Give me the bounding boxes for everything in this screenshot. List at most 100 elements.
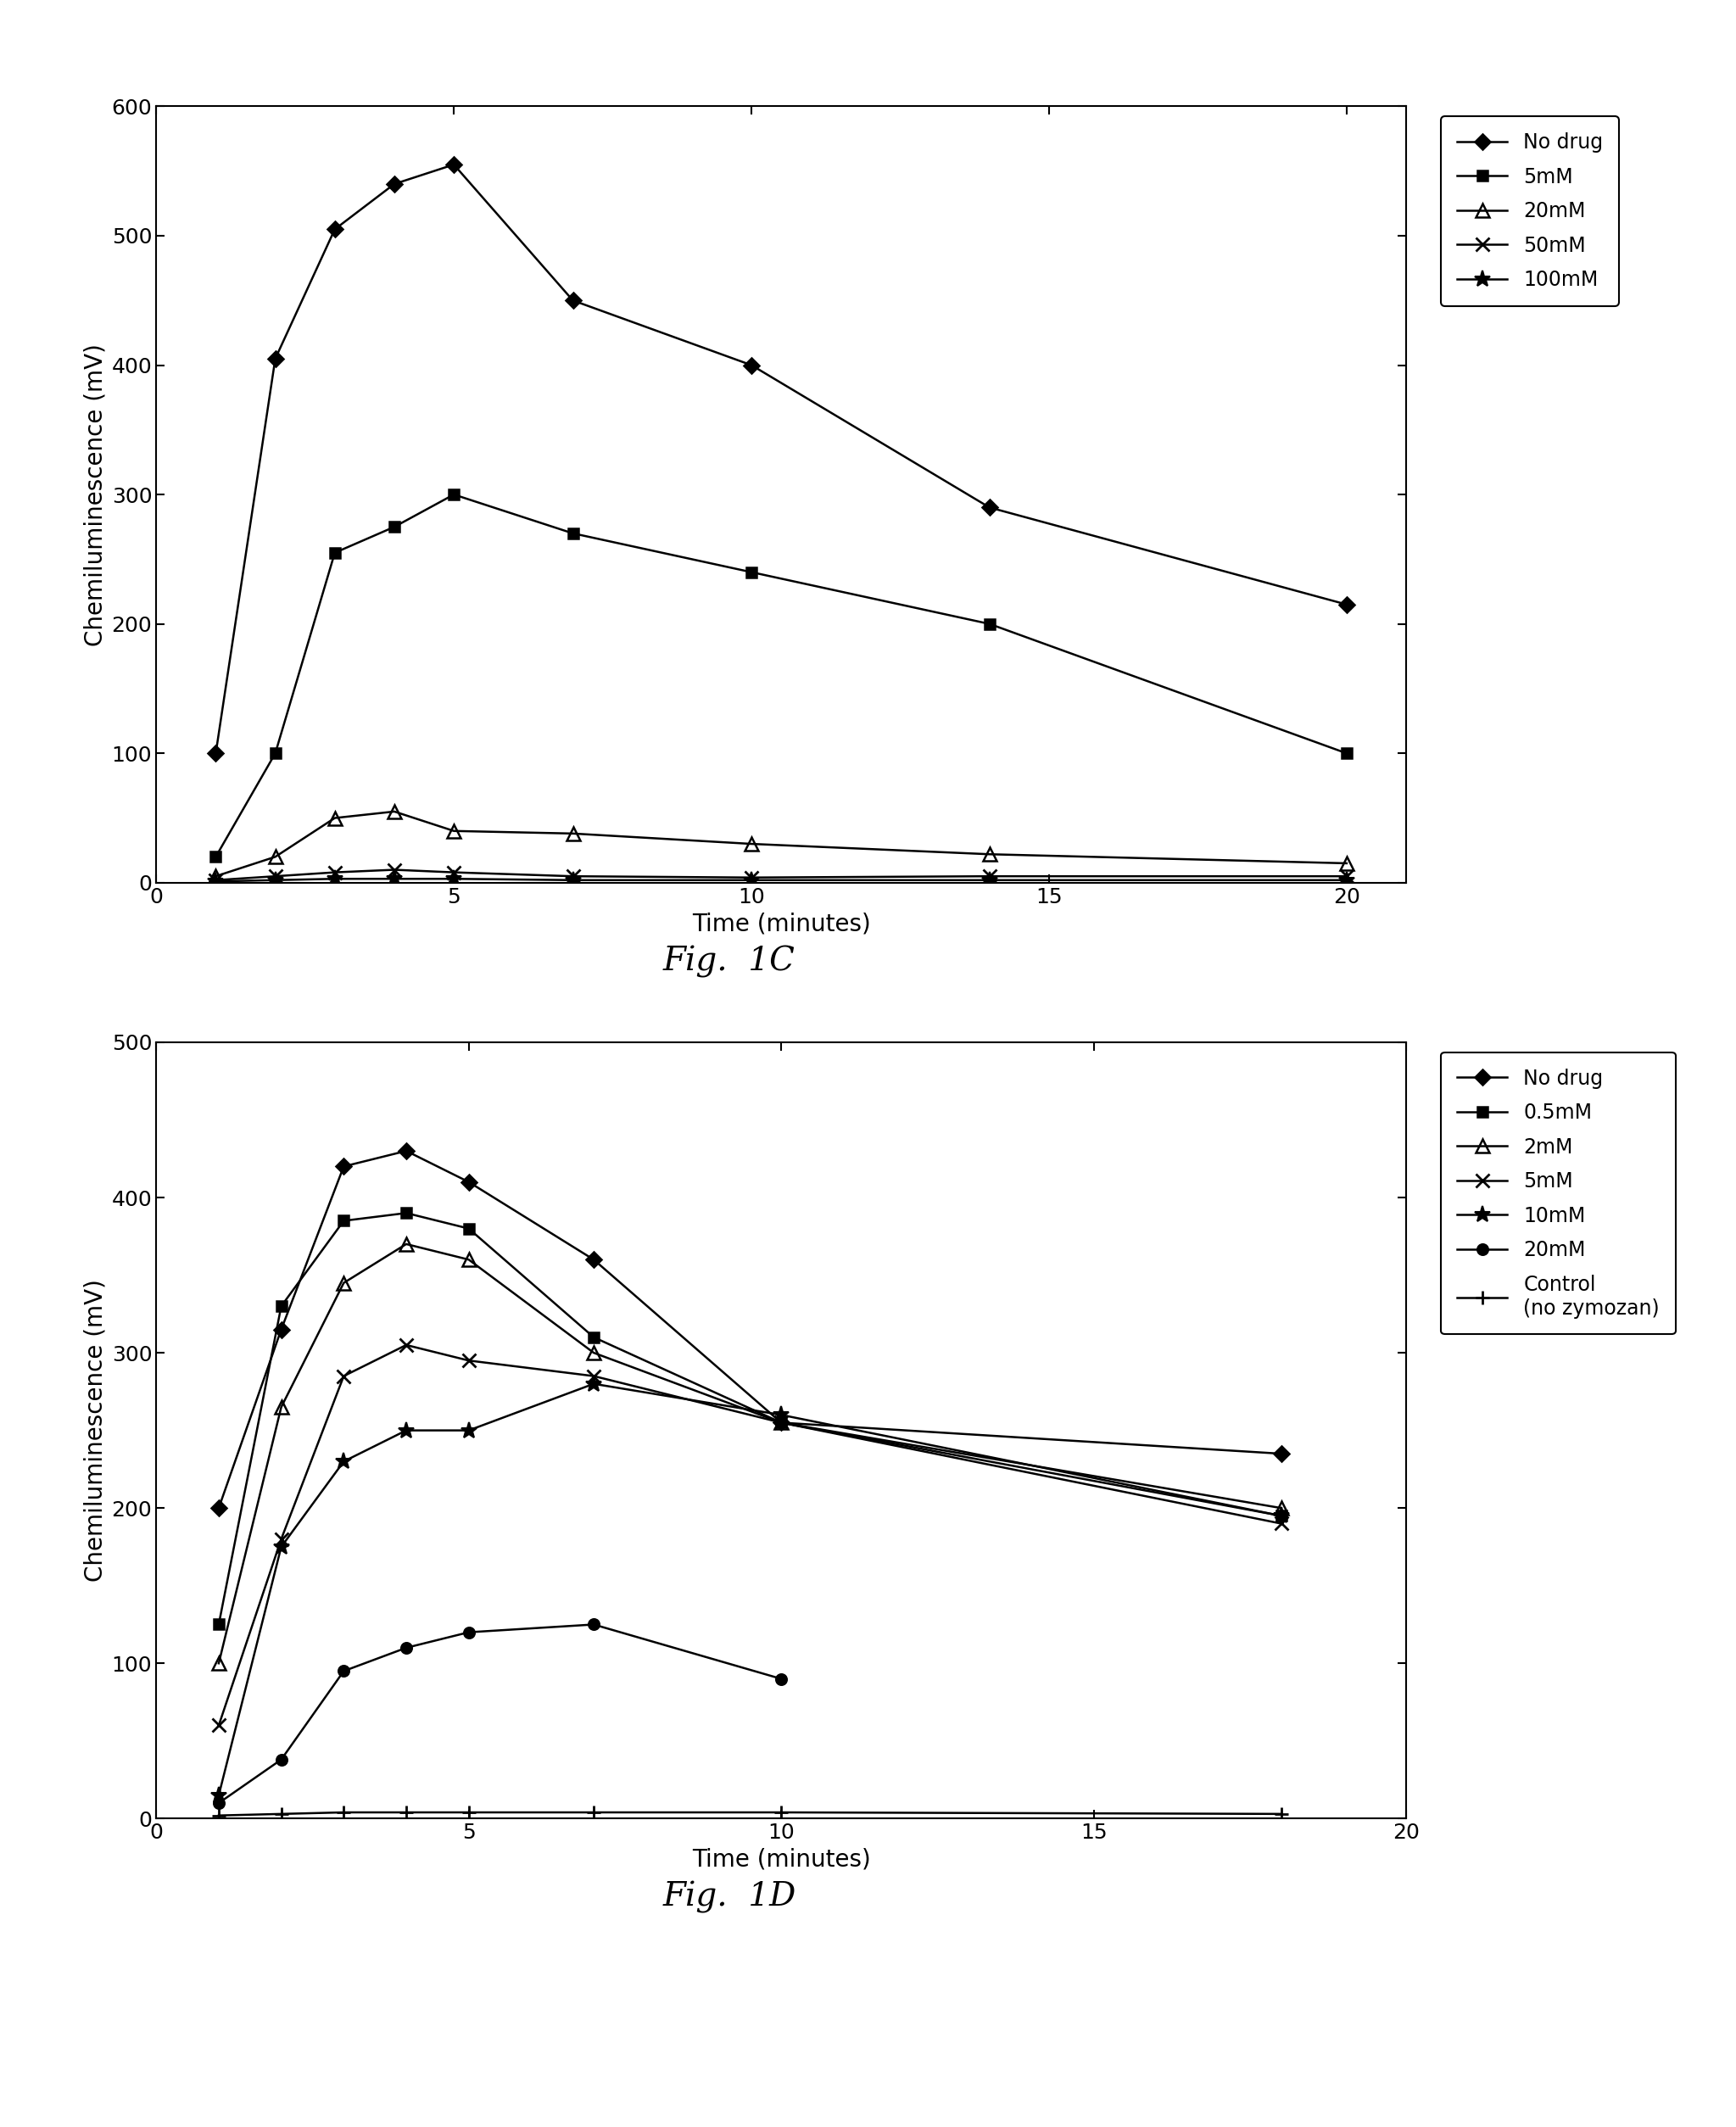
2mM (333, 1270, 354, 1295)
100mM (266, 868, 286, 893)
0.5mM (208, 1612, 229, 1638)
2mM (458, 1246, 479, 1272)
5mM (271, 1527, 292, 1553)
No drug (271, 1317, 292, 1342)
50mM (325, 859, 345, 885)
5mM (333, 1363, 354, 1389)
5mM (562, 521, 583, 547)
Y-axis label: Chemiluminescence (mV): Chemiluminescence (mV) (83, 342, 108, 647)
5mM (205, 844, 226, 870)
5mM (458, 1349, 479, 1374)
0.5mM (1271, 1504, 1292, 1529)
50mM (1337, 864, 1358, 889)
0.5mM (583, 1325, 604, 1351)
50mM (562, 864, 583, 889)
Line: 100mM: 100mM (208, 870, 1354, 889)
5mM (1337, 740, 1358, 766)
5mM (771, 1410, 792, 1436)
Control
(no zymozan) (271, 1802, 292, 1827)
Line: No drug: No drug (214, 1146, 1286, 1512)
0.5mM (396, 1200, 417, 1225)
50mM (205, 868, 226, 893)
No drug (266, 347, 286, 372)
2mM (771, 1410, 792, 1436)
2mM (208, 1651, 229, 1676)
Control
(no zymozan) (396, 1799, 417, 1825)
5mM (583, 1363, 604, 1389)
10mM (771, 1402, 792, 1427)
5mM (396, 1332, 417, 1357)
2mM (1271, 1495, 1292, 1521)
No drug (384, 172, 404, 198)
No drug (562, 287, 583, 313)
No drug (333, 1153, 354, 1178)
20mM (333, 1659, 354, 1685)
5mM (1271, 1510, 1292, 1536)
2mM (396, 1232, 417, 1257)
100mM (979, 868, 1000, 893)
20mM (583, 1612, 604, 1638)
100mM (1337, 868, 1358, 893)
Line: 5mM: 5mM (212, 1338, 1288, 1731)
No drug (771, 1410, 792, 1436)
20mM (396, 1636, 417, 1661)
X-axis label: Time (minutes): Time (minutes) (693, 912, 870, 936)
No drug (205, 740, 226, 766)
No drug (396, 1138, 417, 1163)
100mM (443, 866, 464, 891)
10mM (208, 1782, 229, 1808)
0.5mM (458, 1217, 479, 1242)
20mM (208, 1791, 229, 1816)
10mM (458, 1419, 479, 1444)
Line: 20mM: 20mM (214, 1619, 786, 1808)
Line: 50mM: 50mM (210, 864, 1352, 887)
5mM (208, 1712, 229, 1738)
5mM (979, 610, 1000, 636)
Text: Fig.  1D: Fig. 1D (663, 1880, 795, 1914)
X-axis label: Time (minutes): Time (minutes) (693, 1848, 870, 1872)
Line: 20mM: 20mM (210, 804, 1352, 883)
2mM (583, 1340, 604, 1366)
5mM (443, 483, 464, 508)
20mM (266, 844, 286, 870)
No drug (443, 151, 464, 177)
Legend: No drug, 0.5mM, 2mM, 5mM, 10mM, 20mM, Control
(no zymozan): No drug, 0.5mM, 2mM, 5mM, 10mM, 20mM, Co… (1441, 1053, 1675, 1334)
Line: 10mM: 10mM (210, 1376, 1290, 1804)
5mM (325, 540, 345, 566)
100mM (325, 866, 345, 891)
Control
(no zymozan) (458, 1799, 479, 1825)
10mM (271, 1534, 292, 1559)
Line: No drug: No drug (210, 160, 1352, 759)
No drug (325, 217, 345, 242)
No drug (583, 1246, 604, 1272)
20mM (979, 842, 1000, 868)
50mM (979, 864, 1000, 889)
No drug (1337, 591, 1358, 617)
No drug (979, 496, 1000, 521)
Legend: No drug, 5mM, 20mM, 50mM, 100mM: No drug, 5mM, 20mM, 50mM, 100mM (1441, 117, 1620, 306)
50mM (384, 857, 404, 883)
Control
(no zymozan) (333, 1799, 354, 1825)
Control
(no zymozan) (583, 1799, 604, 1825)
20mM (384, 800, 404, 825)
5mM (266, 740, 286, 766)
100mM (384, 866, 404, 891)
5mM (384, 515, 404, 540)
Control
(no zymozan) (1271, 1802, 1292, 1827)
100mM (562, 868, 583, 893)
50mM (266, 864, 286, 889)
10mM (396, 1419, 417, 1444)
Y-axis label: Chemiluminescence (mV): Chemiluminescence (mV) (83, 1278, 108, 1582)
10mM (583, 1372, 604, 1397)
2mM (271, 1395, 292, 1421)
20mM (271, 1746, 292, 1772)
20mM (325, 806, 345, 832)
100mM (205, 868, 226, 893)
20mM (443, 819, 464, 844)
Control
(no zymozan) (208, 1804, 229, 1829)
50mM (443, 859, 464, 885)
Text: Fig.  1C: Fig. 1C (663, 944, 795, 978)
20mM (741, 832, 762, 857)
5mM (741, 559, 762, 585)
0.5mM (271, 1293, 292, 1319)
